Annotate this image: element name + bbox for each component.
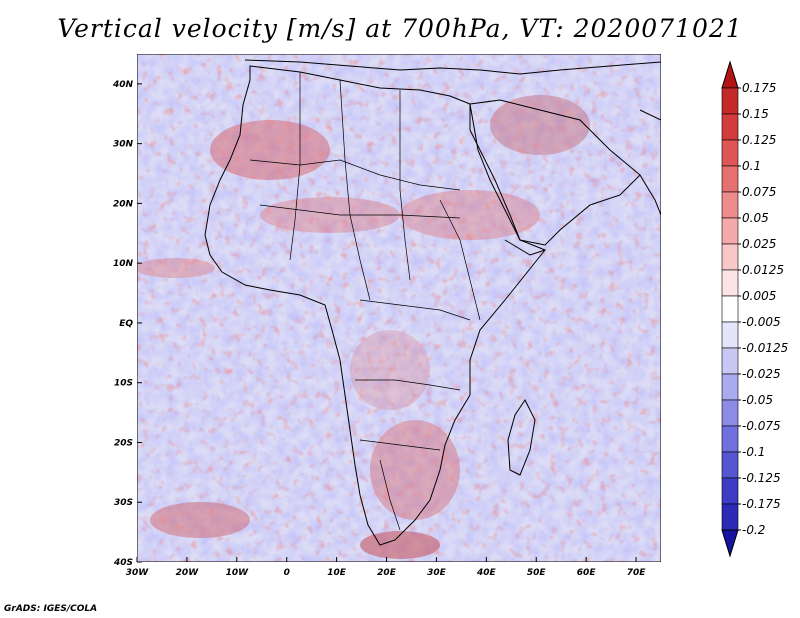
colorbar-label: 0.005 xyxy=(742,289,776,303)
colorbar-segment xyxy=(721,451,739,479)
lon-label: 60E xyxy=(577,568,597,578)
colorbar-label: -0.1 xyxy=(742,445,765,459)
lon-label: 10E xyxy=(327,568,347,578)
colorbar-segment xyxy=(721,243,739,271)
colorbar-label: -0.075 xyxy=(742,419,781,433)
country-borders xyxy=(249,72,481,531)
europe-coastline xyxy=(244,59,661,75)
colorbar-label: 0.175 xyxy=(742,81,776,95)
colorbar-label: -0.0125 xyxy=(742,341,788,355)
colorbar-label: -0.05 xyxy=(742,393,773,407)
colorbar-label: 0.05 xyxy=(742,211,769,225)
colorbar-segment xyxy=(721,477,739,505)
lat-label: 10S xyxy=(114,379,133,389)
colorbar-label: 0.125 xyxy=(742,133,776,147)
lat-label: 20N xyxy=(113,199,134,209)
madagascar-coastline xyxy=(507,399,536,476)
colorbar-segment xyxy=(721,139,739,167)
colorbar-bottom-arrow xyxy=(721,529,739,558)
lon-label: 20E xyxy=(377,568,397,578)
lon-label: 20W xyxy=(176,568,200,578)
coastlines xyxy=(204,59,661,546)
lon-label: 30W xyxy=(126,568,150,578)
colorbar-segment xyxy=(721,113,739,141)
lat-label: 10N xyxy=(113,259,134,269)
colorbar-segment xyxy=(721,373,739,401)
colorbar-label: -0.125 xyxy=(742,471,781,485)
horn-detail xyxy=(504,239,546,256)
colorbar-segment xyxy=(721,87,739,115)
colorbar-label: -0.005 xyxy=(742,315,781,329)
colorbar-label: -0.025 xyxy=(742,367,781,381)
lat-label: 40S xyxy=(113,558,133,568)
arabia-coastline xyxy=(469,99,641,246)
colorbar-segment xyxy=(721,347,739,375)
colorbar: 0.175 0.15 0.125 0.1 0.075 0.05 0.025 0.0125 0.0… xyxy=(721,60,788,558)
colorbar-segment xyxy=(721,295,739,323)
lat-label: EQ xyxy=(119,319,133,329)
lat-label: 30N xyxy=(113,140,134,150)
colorbar-label: 0.075 xyxy=(742,185,776,199)
grads-credit: GrADS: IGES/COLA xyxy=(4,604,98,614)
lat-label: 40N xyxy=(112,80,134,90)
lat-label: 30S xyxy=(114,498,133,508)
colorbar-label: 0.0125 xyxy=(742,263,784,277)
lat-label: 20S xyxy=(114,438,133,448)
lon-label: 10W xyxy=(226,568,250,578)
colorbar-segment xyxy=(721,321,739,349)
lon-label: 70E xyxy=(627,568,647,578)
lon-label: 50E xyxy=(527,568,547,578)
colorbar-segment xyxy=(721,191,739,219)
colorbar-label: 0.025 xyxy=(742,237,776,251)
colorbar-segment xyxy=(721,165,739,193)
colorbar-top-arrow xyxy=(721,60,739,89)
africa-coastline xyxy=(204,65,546,546)
colorbar-label: 0.1 xyxy=(742,159,761,173)
colorbar-segment xyxy=(721,503,739,531)
india-coastline xyxy=(639,109,661,216)
chart-title: Vertical velocity [m/s] at 700hPa, VT: 2… xyxy=(57,14,743,43)
colorbar-label: 0.15 xyxy=(742,107,769,121)
colorbar-label: -0.2 xyxy=(742,523,765,537)
colorbar-segment xyxy=(721,269,739,297)
colorbar-segment xyxy=(721,399,739,427)
lon-label: 40E xyxy=(476,568,497,578)
colorbar-label: -0.175 xyxy=(742,497,781,511)
lon-label: 30E xyxy=(427,568,447,578)
colorbar-segment xyxy=(721,217,739,245)
colorbar-segment xyxy=(721,425,739,453)
map-panel xyxy=(137,54,661,562)
lon-label: 0 xyxy=(284,568,290,578)
noise-red-layer xyxy=(137,54,661,562)
